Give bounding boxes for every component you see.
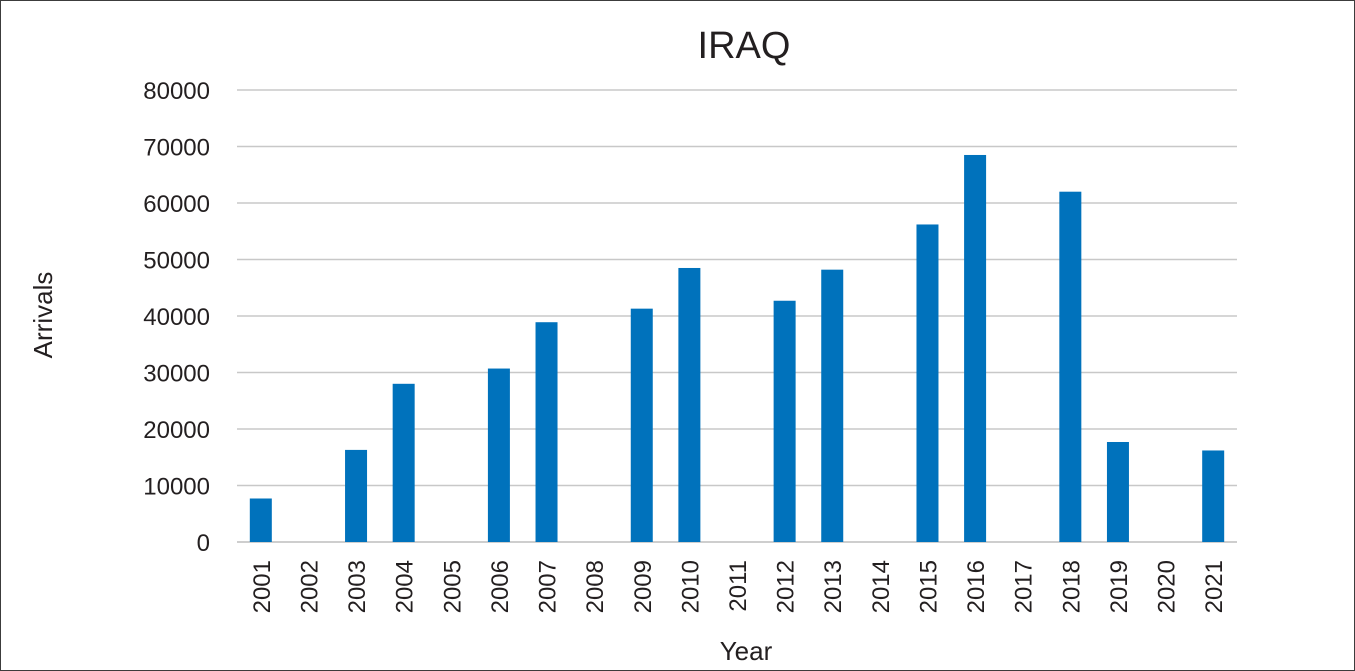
y-tick-label: 60000 — [143, 191, 210, 218]
x-tick-label: 2005 — [439, 560, 466, 613]
x-tick-label: 2008 — [582, 560, 609, 613]
x-tick-label: 2014 — [868, 560, 895, 613]
bar-2007 — [535, 322, 558, 542]
gridlines — [237, 89, 1237, 543]
bar-2015 — [916, 224, 939, 542]
x-tick-label: 2010 — [677, 560, 704, 613]
bar-2009 — [630, 308, 653, 542]
y-tick-label: 20000 — [143, 417, 210, 444]
x-tick-label: 2003 — [344, 560, 371, 613]
x-tick-label: 2020 — [1154, 560, 1181, 613]
x-tick-label: 2001 — [249, 560, 276, 613]
x-tick-label: 2013 — [820, 560, 847, 613]
y-tick-label: 30000 — [143, 361, 210, 388]
y-tick-labels: 0 10000 20000 30000 40000 50000 60000 70000 8000… — [143, 78, 210, 557]
bar-2004 — [392, 383, 415, 542]
x-tick-labels: 2001 2002 2003 2004 2005 2006 2007 2008 2009 2010… — [249, 560, 1228, 613]
bar-2018 — [1059, 191, 1082, 542]
x-tick-label: 2007 — [535, 560, 562, 613]
y-tick-label: 70000 — [143, 135, 210, 162]
bar-2012 — [773, 300, 796, 542]
x-tick-label: 2009 — [630, 560, 657, 613]
y-tick-label: 50000 — [143, 248, 210, 275]
bar-2021 — [1202, 450, 1225, 542]
chart-title: IRAQ — [698, 25, 791, 67]
x-tick-label: 2004 — [392, 560, 419, 613]
x-tick-label: 2021 — [1201, 560, 1228, 613]
x-tick-label: 2016 — [963, 560, 990, 613]
bar-2006 — [487, 368, 510, 542]
x-axis-label: Year — [720, 636, 773, 666]
x-tick-label: 2017 — [1011, 560, 1038, 613]
x-tick-label: 2018 — [1058, 560, 1085, 613]
y-axis-label: Arrivals — [28, 272, 58, 359]
bar-2019 — [1106, 441, 1129, 542]
bar-2010 — [678, 267, 701, 542]
x-tick-label: 2015 — [915, 560, 942, 613]
y-tick-label: 40000 — [143, 304, 210, 331]
y-tick-label: 80000 — [143, 78, 210, 105]
bar-2016 — [964, 154, 987, 542]
x-tick-label: 2002 — [296, 560, 323, 613]
bar-2003 — [345, 449, 368, 542]
x-tick-label: 2006 — [487, 560, 514, 613]
bar-2013 — [821, 269, 844, 542]
bars — [249, 154, 1225, 542]
x-tick-label: 2019 — [1106, 560, 1133, 613]
bar-2001 — [249, 498, 272, 542]
y-tick-label: 0 — [197, 530, 210, 557]
x-tick-label: 2011 — [725, 560, 752, 612]
x-tick-label: 2012 — [773, 560, 800, 613]
y-tick-label: 10000 — [143, 474, 210, 501]
